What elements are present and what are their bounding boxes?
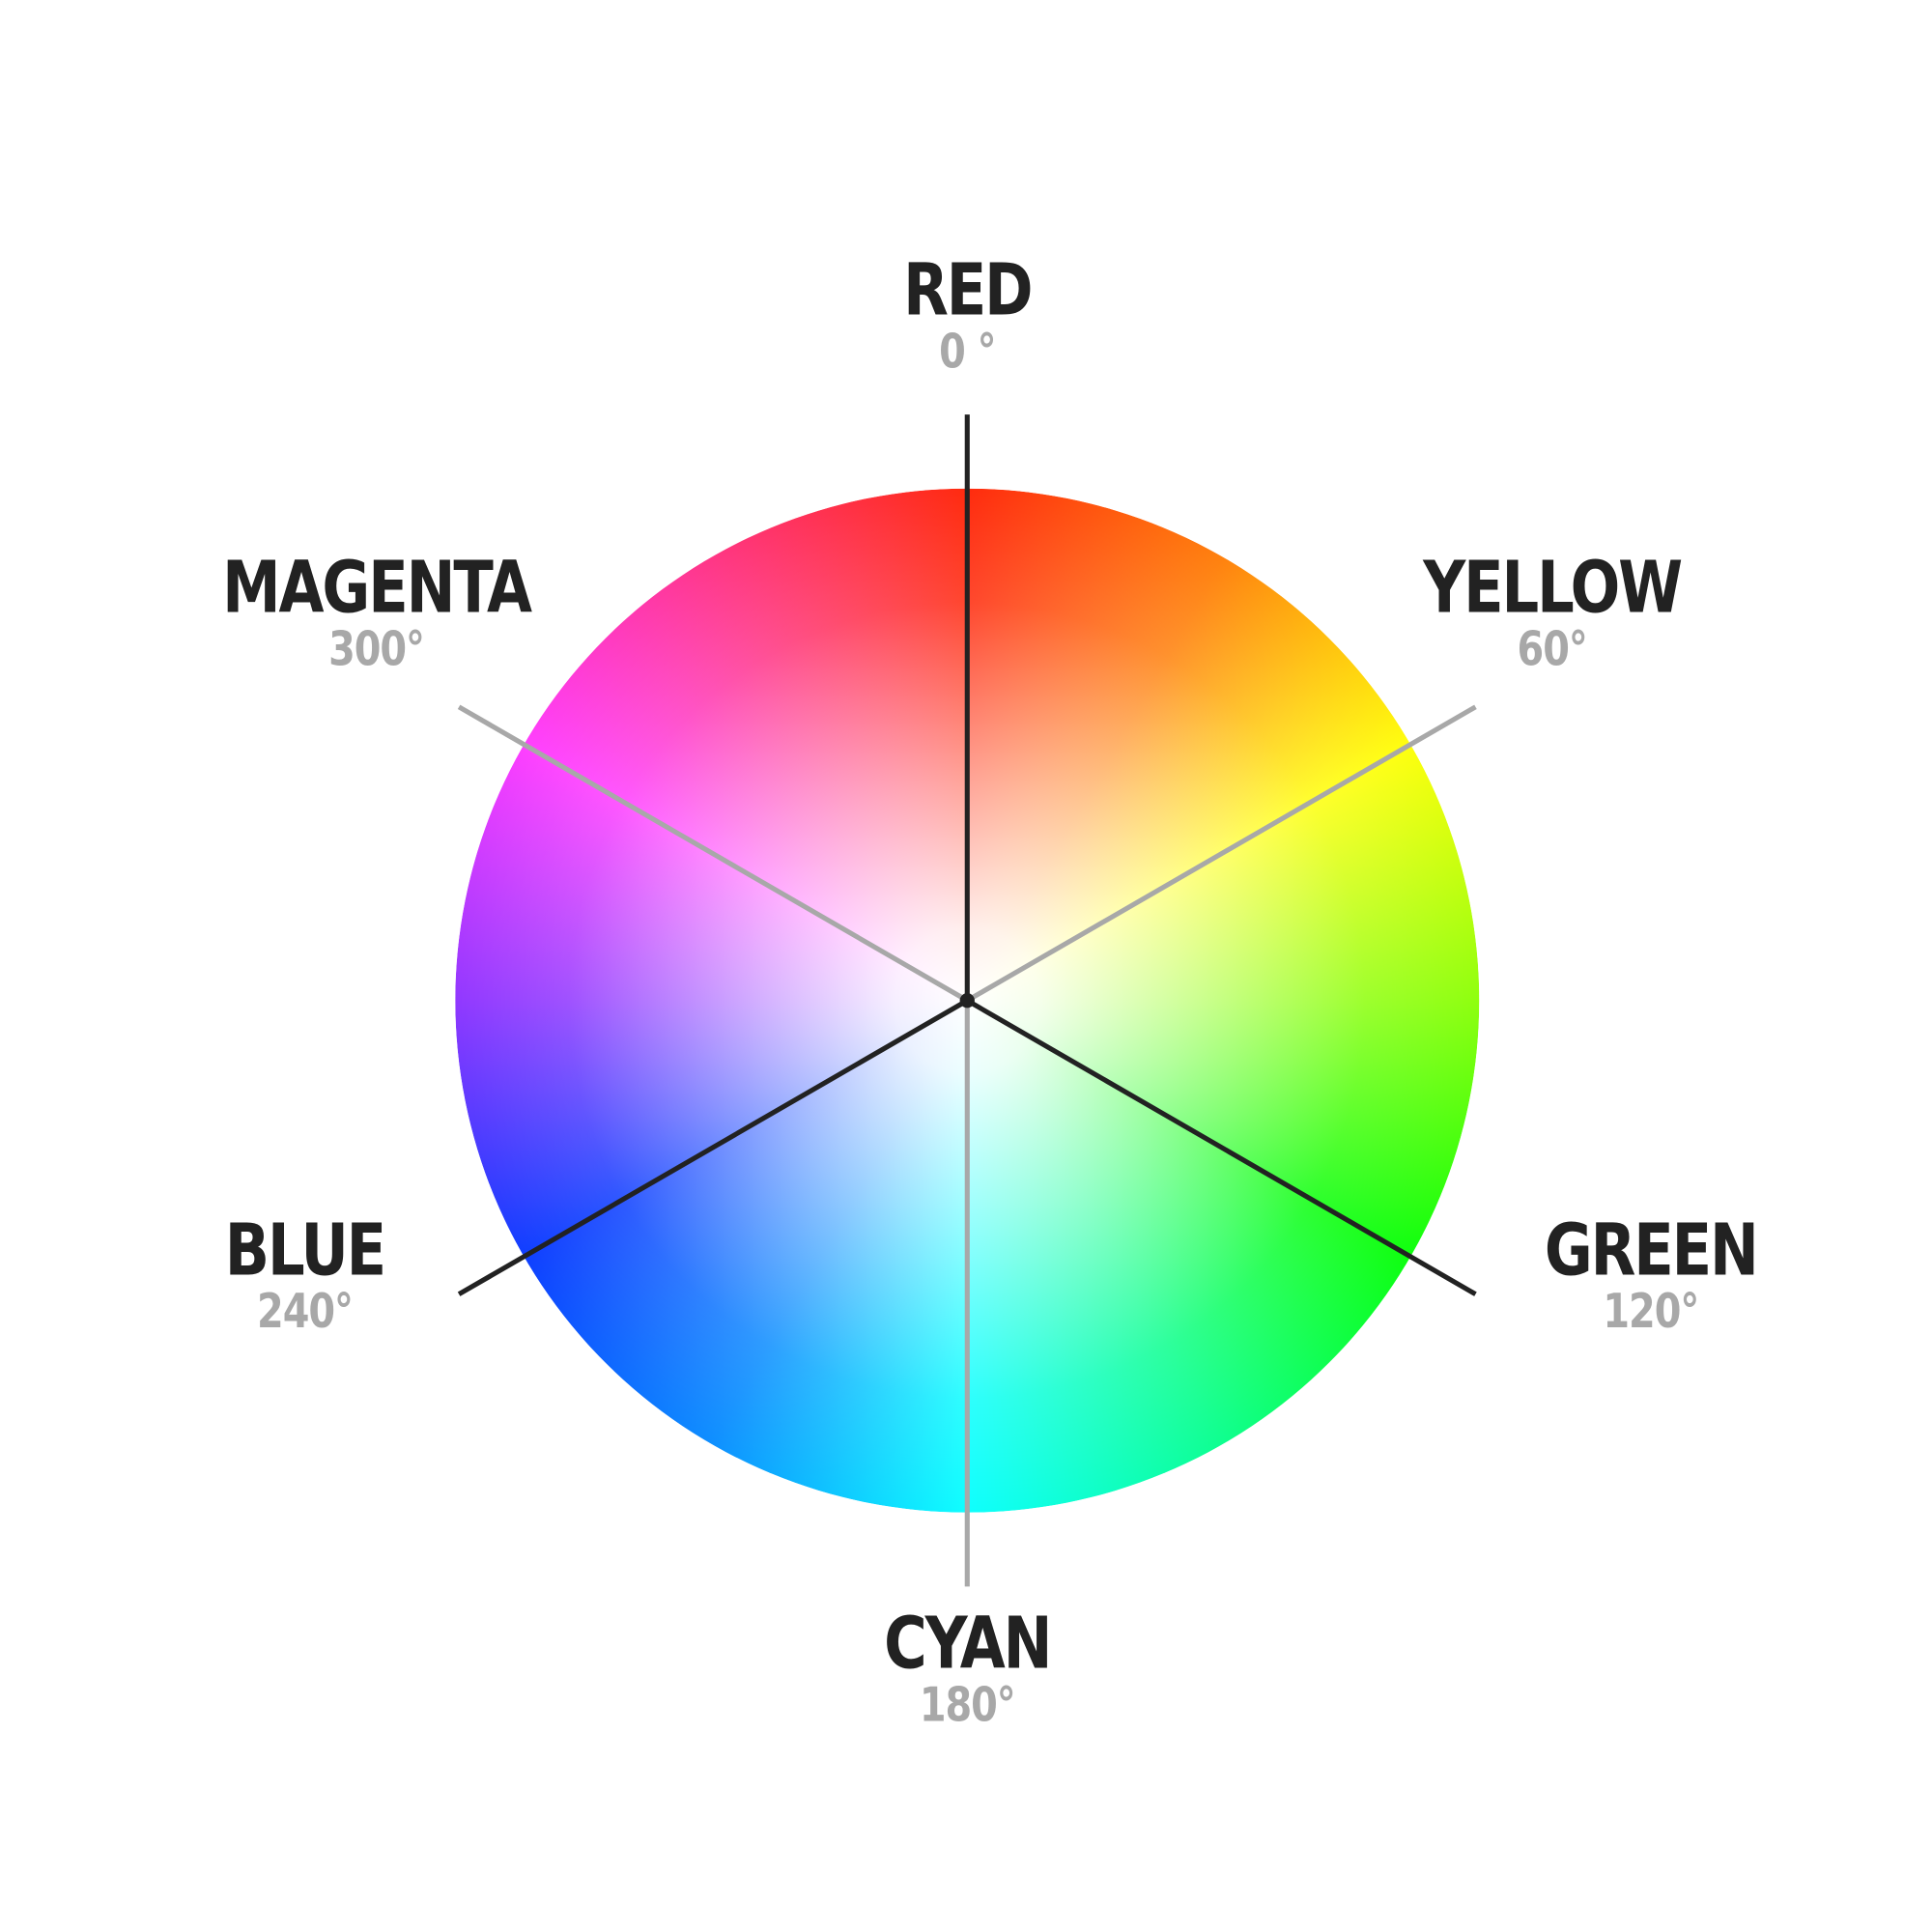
label-blue-name: BLUE bbox=[224, 1208, 386, 1293]
label-yellow: YELLOW 60° bbox=[1395, 551, 1709, 674]
label-blue: BLUE 240° bbox=[208, 1212, 403, 1336]
label-magenta-angle: 300° bbox=[328, 621, 425, 676]
label-magenta: MAGENTA 300° bbox=[188, 551, 564, 674]
label-red-angle: 0 ° bbox=[939, 324, 996, 380]
label-magenta-name: MAGENTA bbox=[222, 545, 532, 630]
axis-green bbox=[965, 998, 1477, 1296]
label-cyan-name: CYAN bbox=[884, 1601, 1052, 1686]
label-blue-angle: 240° bbox=[257, 1284, 354, 1339]
label-cyan: CYAN 180° bbox=[866, 1606, 1068, 1730]
axis-magenta bbox=[457, 704, 969, 1003]
label-red: RED 0 ° bbox=[890, 253, 1045, 377]
center-point bbox=[959, 993, 975, 1009]
label-green-name: GREEN bbox=[1544, 1208, 1759, 1293]
label-red-name: RED bbox=[903, 247, 1034, 332]
axis-blue bbox=[457, 998, 969, 1296]
label-yellow-angle: 60° bbox=[1517, 621, 1588, 676]
axis-yellow bbox=[965, 704, 1477, 1003]
label-green-angle: 120° bbox=[1603, 1284, 1699, 1339]
label-cyan-angle: 180° bbox=[919, 1677, 1016, 1733]
label-yellow-name: YELLOW bbox=[1423, 545, 1683, 630]
label-green: GREEN 120° bbox=[1521, 1212, 1780, 1336]
